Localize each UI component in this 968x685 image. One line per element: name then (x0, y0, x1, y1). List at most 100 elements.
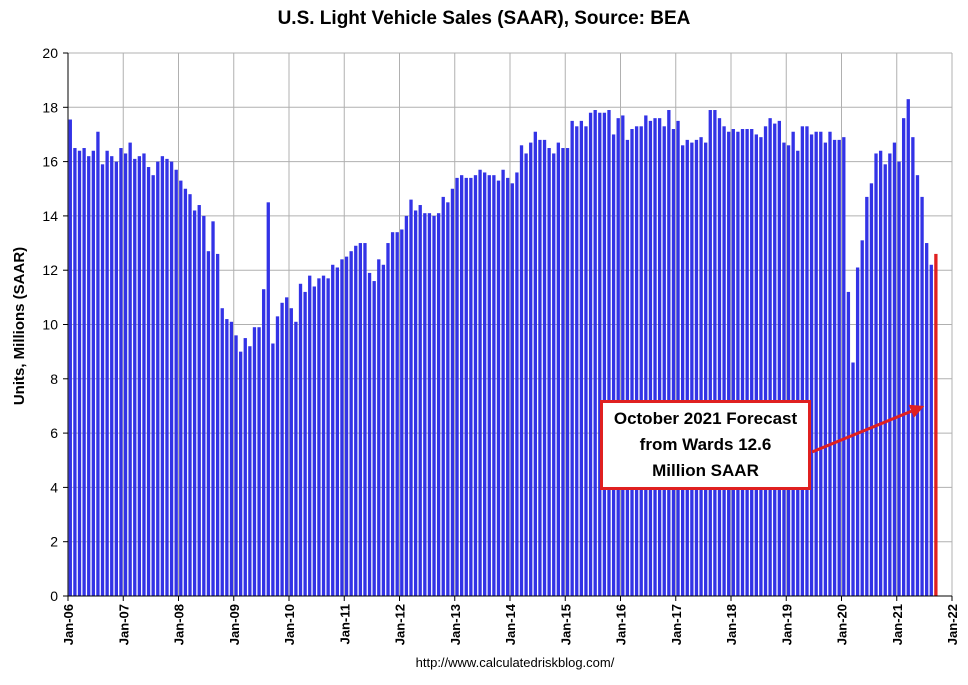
x-tick-label: Jan-06 (61, 604, 76, 645)
bar (105, 150, 109, 597)
bar (920, 196, 924, 596)
bar (593, 110, 597, 596)
bar (598, 112, 602, 596)
y-tick-label: 4 (50, 479, 58, 495)
bar (680, 145, 685, 596)
bar (800, 126, 805, 597)
bar (851, 362, 855, 596)
arrow-head (908, 404, 925, 418)
bar (915, 175, 920, 597)
x-tick-label: Jan-15 (558, 604, 573, 645)
bar (634, 126, 639, 597)
bar (211, 221, 215, 596)
bar (911, 137, 915, 597)
bar (805, 126, 809, 597)
bar (446, 202, 450, 596)
bar (257, 327, 261, 596)
bar (400, 229, 404, 596)
bar (133, 158, 137, 596)
y-tick-label: 8 (50, 371, 58, 387)
bar (128, 142, 132, 596)
bar (229, 321, 234, 596)
x-tick-label: Jan-14 (503, 603, 518, 645)
bar (515, 172, 519, 596)
bar (372, 281, 376, 596)
bar (271, 343, 275, 596)
bar (386, 243, 390, 597)
bar (340, 259, 344, 596)
bar (243, 338, 247, 596)
bar (556, 142, 561, 596)
bar (842, 137, 846, 597)
bar (280, 302, 284, 596)
bar (464, 177, 468, 596)
bar (114, 161, 119, 596)
bar (865, 196, 869, 596)
bar (717, 118, 722, 596)
bar (312, 286, 316, 596)
y-tick-label: 10 (42, 317, 58, 333)
bar (671, 129, 676, 596)
bar (289, 308, 293, 596)
bar (621, 115, 625, 596)
bar (846, 291, 851, 596)
callout-arrow (811, 404, 925, 454)
bar (215, 253, 220, 596)
bar (768, 118, 772, 596)
bar (782, 142, 786, 596)
bar (892, 142, 897, 596)
bar (657, 118, 662, 596)
bar (436, 213, 441, 596)
bar (266, 202, 270, 596)
bar (819, 131, 823, 597)
chart-title: U.S. Light Vehicle Sales (SAAR), Source:… (277, 8, 691, 29)
bar (156, 161, 160, 596)
bar (860, 240, 864, 596)
bar (704, 142, 708, 596)
bar (552, 153, 556, 596)
bar (354, 245, 358, 596)
bar (469, 177, 473, 596)
bar (602, 112, 607, 596)
bar (667, 110, 671, 596)
x-tick-label: Jan-13 (448, 604, 463, 645)
bar (786, 145, 791, 596)
bar (579, 120, 584, 596)
bar (565, 148, 570, 596)
bar (367, 272, 372, 596)
bar (487, 175, 491, 597)
x-tick-label: Jan-20 (835, 604, 850, 645)
bar (676, 120, 680, 596)
bar (501, 169, 505, 596)
bar (358, 243, 363, 597)
bar (929, 264, 933, 596)
bar (335, 267, 340, 596)
x-tick-label: Jan-09 (227, 604, 242, 645)
bar (897, 161, 901, 596)
y-axis-label: Units, Millions (SAAR) (11, 247, 28, 405)
x-tick-label: Jan-17 (669, 604, 684, 645)
bar (690, 142, 694, 596)
bar (423, 213, 427, 596)
bar (395, 232, 399, 596)
bar (123, 153, 128, 596)
bar (87, 156, 91, 597)
forecast-callout: October 2021 Forecast from Wards 12.6 Mi… (600, 400, 811, 490)
bar (722, 126, 726, 597)
bar (409, 199, 413, 597)
bar (648, 120, 653, 596)
x-tick-label: Jan-21 (890, 604, 905, 645)
bar (100, 164, 105, 596)
x-tick-labels: Jan-06 Jan-07 Jan-08 Jan-09 Jan-10 Jan-11 Jan-… (61, 603, 960, 645)
bar (823, 142, 828, 596)
bar (611, 134, 616, 596)
bar (377, 259, 381, 596)
bar (82, 148, 86, 596)
bar (473, 175, 478, 597)
bar (533, 131, 537, 597)
bar (901, 118, 906, 596)
bar (188, 194, 192, 596)
x-tick-label: Jan-07 (116, 604, 131, 645)
bar (418, 205, 422, 597)
